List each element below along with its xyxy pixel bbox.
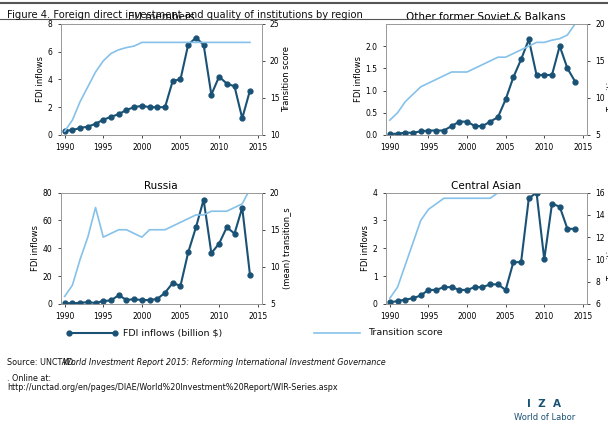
Text: Figure 4. Foreign direct investment and quality of institutions by region: Figure 4. Foreign direct investment and …	[7, 10, 363, 20]
Y-axis label: FDI inflows: FDI inflows	[354, 56, 363, 102]
Y-axis label: FDI inflows: FDI inflows	[36, 56, 45, 102]
Text: http://unctad.org/en/pages/DIAE/World%20Investment%20Report/WIR-Series.aspx: http://unctad.org/en/pages/DIAE/World%20…	[7, 383, 338, 392]
Text: World of Labor: World of Labor	[514, 413, 575, 422]
Title: EU members: EU members	[128, 12, 195, 22]
Y-axis label: FDI inflows: FDI inflows	[31, 225, 40, 271]
Text: FDI inflows (billion $): FDI inflows (billion $)	[123, 329, 222, 337]
Text: I  Z  A: I Z A	[527, 398, 561, 409]
Y-axis label: (mean) transition_s: (mean) transition_s	[282, 207, 291, 289]
Text: Transition score: Transition score	[368, 329, 443, 337]
Y-axis label: Transition score: Transition score	[282, 46, 291, 112]
Text: Source: UNCTAD.: Source: UNCTAD.	[7, 358, 78, 367]
Y-axis label: FDI inflows: FDI inflows	[361, 225, 370, 271]
Text: World Investment Report 2015: Reforming International Investment Governance: World Investment Report 2015: Reforming …	[63, 358, 386, 367]
Title: Central Asian: Central Asian	[451, 181, 522, 191]
Text: . Online at:: . Online at:	[7, 374, 52, 383]
Title: Other former Soviet & Balkans: Other former Soviet & Balkans	[407, 12, 566, 22]
Title: Russia: Russia	[144, 181, 178, 191]
